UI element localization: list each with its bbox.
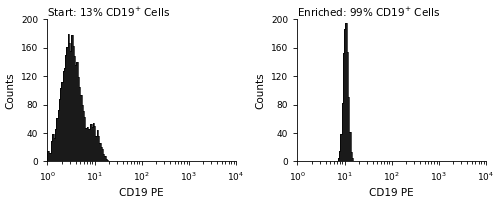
Polygon shape [298, 23, 486, 161]
X-axis label: CD19 PE: CD19 PE [370, 188, 414, 198]
Text: Start: 13% CD19$^{\mathsf{+}}$ Cells: Start: 13% CD19$^{\mathsf{+}}$ Cells [48, 6, 170, 19]
Polygon shape [48, 34, 236, 161]
Y-axis label: Counts: Counts [256, 72, 266, 109]
X-axis label: CD19 PE: CD19 PE [120, 188, 164, 198]
Text: Enriched: 99% CD19$^{\mathsf{+}}$ Cells: Enriched: 99% CD19$^{\mathsf{+}}$ Cells [298, 6, 440, 19]
Y-axis label: Counts: Counts [6, 72, 16, 109]
